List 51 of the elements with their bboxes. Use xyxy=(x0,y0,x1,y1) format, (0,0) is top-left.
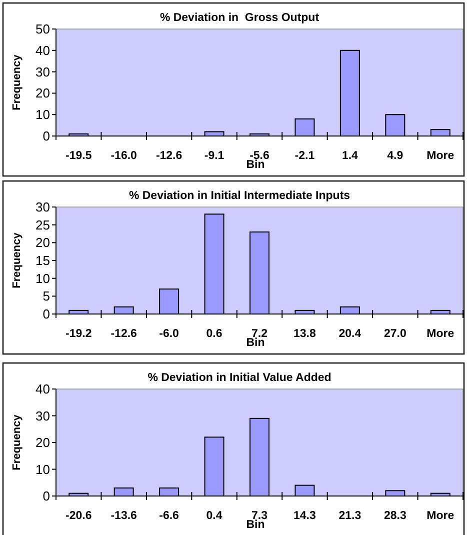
x-tick-label: -16.0 xyxy=(110,150,137,162)
y-tick-label: 20 xyxy=(36,435,50,450)
x-tick-label: -2.1 xyxy=(294,150,316,162)
y-tick-label: 40 xyxy=(36,42,50,58)
y-axis-title: Frequency xyxy=(11,54,23,110)
chart-title: % Deviation in Initial Intermediate Inputs xyxy=(128,190,350,202)
x-tick-label: -9.1 xyxy=(204,150,225,162)
y-tick-label: 30 xyxy=(36,200,50,214)
x-tick-label: -6.0 xyxy=(159,328,179,340)
y-tick-label: 25 xyxy=(36,217,50,232)
x-tick-label: More xyxy=(426,150,454,162)
y-tick-label: 30 xyxy=(36,408,50,424)
y-tick-label: 20 xyxy=(36,86,50,101)
chart-title: % Deviation in Initial Value Added xyxy=(148,372,332,384)
x-tick-label: 21.3 xyxy=(338,510,362,522)
x-tick-label: -19.2 xyxy=(66,328,92,340)
x-tick-label: 4.9 xyxy=(387,150,404,162)
x-tick-label: 1.4 xyxy=(342,150,359,162)
x-tick-label: -13.6 xyxy=(110,510,137,522)
x-tick-label: 28.3 xyxy=(384,510,406,522)
y-axis-title: Frequency xyxy=(11,414,23,470)
y-tick-label: 10 xyxy=(36,462,50,477)
x-tick-label: -12.6 xyxy=(110,328,137,340)
x-tick-label: 14.3 xyxy=(294,510,316,522)
y-tick-label: 30 xyxy=(36,64,50,80)
y-tick-label: 20 xyxy=(36,235,50,250)
x-tick-label: -6.6 xyxy=(159,510,179,522)
x-tick-label: More xyxy=(426,510,454,522)
y-tick-label: 0 xyxy=(42,128,50,144)
y-tick-label: 5 xyxy=(42,288,50,304)
x-tick-label: 27.0 xyxy=(384,328,406,340)
x-axis-title: Bin xyxy=(246,159,265,171)
x-tick-label: More xyxy=(426,328,454,340)
x-axis-title: Bin xyxy=(246,337,265,349)
y-tick-label: 40 xyxy=(36,382,50,396)
x-axis-title: Bin xyxy=(246,519,265,531)
y-axis-title: Frequency xyxy=(11,232,23,288)
x-tick-label: -20.6 xyxy=(66,510,92,522)
y-tick-label: 10 xyxy=(36,270,50,286)
x-tick-label: 20.4 xyxy=(338,328,362,340)
y-tick-label: 50 xyxy=(36,22,50,36)
chart-title: % Deviation in Gross Output xyxy=(160,12,320,24)
x-tick-label: 0.6 xyxy=(206,328,222,340)
x-tick-label: -12.6 xyxy=(156,150,182,162)
y-tick-label: 10 xyxy=(36,107,50,122)
y-tick-label: 0 xyxy=(42,306,50,322)
x-tick-label: -19.5 xyxy=(66,150,92,162)
x-tick-label: 0.4 xyxy=(206,510,223,522)
y-tick-label: 0 xyxy=(42,488,50,504)
y-tick-label: 15 xyxy=(36,253,50,268)
x-tick-label: 13.8 xyxy=(294,328,317,340)
